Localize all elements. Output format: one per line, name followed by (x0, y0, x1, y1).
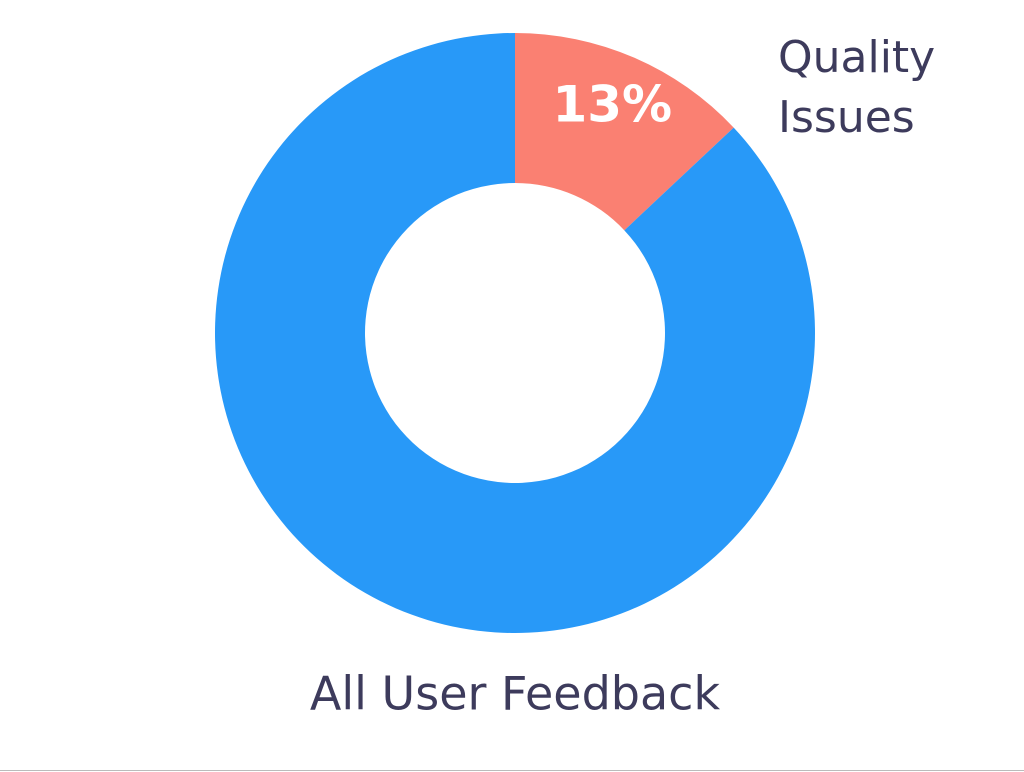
value-label: 13% (552, 76, 672, 134)
chart-caption: All User Feedback (310, 667, 721, 721)
category-label: Quality Issues (778, 32, 936, 143)
slices (214, 33, 816, 634)
donut-slice (214, 33, 816, 634)
donut-slice (515, 33, 734, 231)
